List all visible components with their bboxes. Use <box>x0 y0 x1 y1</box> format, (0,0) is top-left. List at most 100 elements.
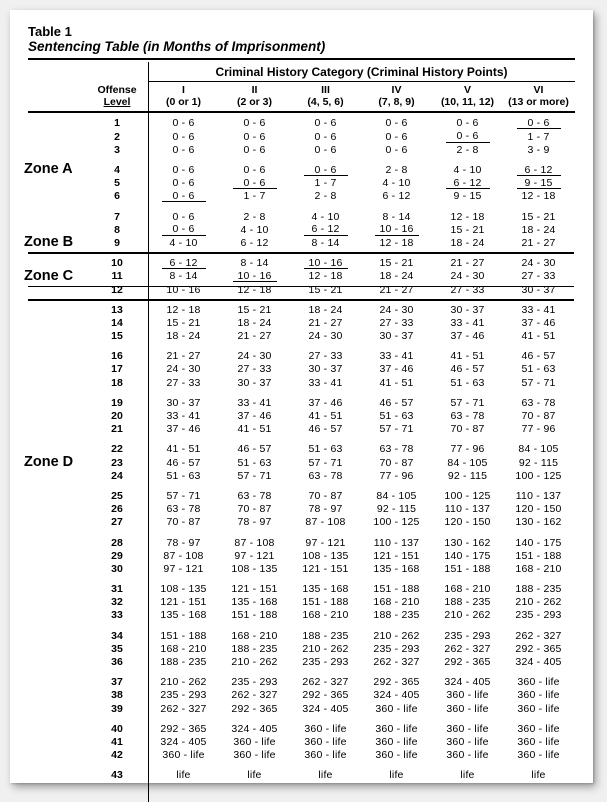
range-cell: 33 - 41 <box>503 305 574 316</box>
offense-level: 29 <box>86 551 148 562</box>
range-cell: 151 - 188 <box>361 584 432 595</box>
range-cell: 70 - 87 <box>148 517 219 528</box>
range-cell: 51 - 63 <box>219 458 290 469</box>
range-cell: 21 - 27 <box>503 238 574 249</box>
range-cell: 1 - 7 <box>503 132 574 143</box>
range-cell: 8 - 14 <box>361 212 432 223</box>
range-cell: 92 - 115 <box>432 471 503 482</box>
range-cell: 168 - 210 <box>219 631 290 642</box>
rows-container: 10 - 60 - 60 - 60 - 60 - 60 - 620 - 60 -… <box>28 113 575 782</box>
zone-label: Zone D <box>24 454 73 470</box>
range-cell: 87 - 108 <box>148 551 219 562</box>
range-cell: 210 - 262 <box>503 597 574 608</box>
range-cell: life <box>290 770 361 781</box>
table-row: 1827 - 3330 - 3733 - 4141 - 5151 - 6357 … <box>28 376 575 389</box>
range-cell: 360 - life <box>432 750 503 761</box>
range-cell: 1 - 7 <box>290 178 361 189</box>
range-cell: 41 - 51 <box>432 351 503 362</box>
range-cell: 8 - 14 <box>290 238 361 249</box>
range-cell: 0 - 6 <box>148 224 219 236</box>
range-cell: 63 - 78 <box>432 411 503 422</box>
range-cell: 262 - 327 <box>432 644 503 655</box>
range-cell: 235 - 293 <box>148 690 219 701</box>
range-cell: 262 - 327 <box>361 657 432 668</box>
range-cell: 360 - life <box>503 737 574 748</box>
table-row: 2137 - 4641 - 5146 - 5757 - 7170 - 8777 … <box>28 423 575 436</box>
range-cell: 292 - 365 <box>503 644 574 655</box>
range-cell: 97 - 121 <box>219 551 290 562</box>
range-cell: 360 - life <box>361 750 432 761</box>
table-row: 34151 - 188168 - 210188 - 235210 - 26223… <box>28 629 575 642</box>
range-cell: 30 - 37 <box>148 398 219 409</box>
offense-level: 28 <box>86 538 148 549</box>
range-cell: 108 - 135 <box>148 584 219 595</box>
range-cell: 135 - 168 <box>361 564 432 575</box>
col-cat-header: VI(13 or more) <box>503 82 574 111</box>
range-cell: 188 - 235 <box>290 631 361 642</box>
range-cell: 27 - 33 <box>290 351 361 362</box>
range-cell: 51 - 63 <box>148 471 219 482</box>
table-row: 2878 - 9787 - 10897 - 121110 - 137130 - … <box>28 536 575 549</box>
range-cell: 0 - 6 <box>219 145 290 156</box>
range-cell: life <box>148 770 219 781</box>
range-cell: 6 - 12 <box>148 258 219 270</box>
range-cell: 360 - life <box>361 737 432 748</box>
range-cell: 30 - 37 <box>361 331 432 342</box>
range-cell: 21 - 27 <box>219 331 290 342</box>
table-row: 1518 - 2421 - 2724 - 3030 - 3737 - 4641 … <box>28 330 575 343</box>
range-cell: 292 - 365 <box>219 704 290 715</box>
range-cell: 15 - 21 <box>503 212 574 223</box>
range-cell: 37 - 46 <box>361 364 432 375</box>
table-row: 1415 - 2118 - 2421 - 2727 - 3333 - 4137 … <box>28 317 575 330</box>
range-cell: 37 - 46 <box>219 411 290 422</box>
range-cell: 6 - 12 <box>290 224 361 236</box>
table-row: 2770 - 8778 - 9787 - 108100 - 125120 - 1… <box>28 516 575 529</box>
range-cell: 4 - 10 <box>361 178 432 189</box>
range-cell: 2 - 8 <box>361 165 432 176</box>
range-cell: 46 - 57 <box>361 398 432 409</box>
range-cell: 6 - 12 <box>361 191 432 202</box>
range-cell: 360 - life <box>503 690 574 701</box>
range-cell: 360 - life <box>290 750 361 761</box>
range-cell: 100 - 125 <box>503 471 574 482</box>
range-cell: 70 - 87 <box>361 458 432 469</box>
range-cell: 121 - 151 <box>290 564 361 575</box>
col-cat-header: IV(7, 8, 9) <box>361 82 432 111</box>
range-cell: 168 - 210 <box>503 564 574 575</box>
range-cell: 188 - 235 <box>432 597 503 608</box>
table-row: 32121 - 151135 - 168151 - 188168 - 21018… <box>28 596 575 609</box>
range-cell: 8 - 14 <box>219 258 290 269</box>
range-cell: 135 - 168 <box>219 597 290 608</box>
offense-level: 9 <box>86 238 148 249</box>
table-row: 50 - 60 - 61 - 74 - 106 - 129 - 15 <box>28 177 575 190</box>
range-cell: 360 - life <box>361 704 432 715</box>
range-cell: 0 - 6 <box>148 191 219 203</box>
table-row: 2663 - 7870 - 8778 - 9792 - 115110 - 137… <box>28 503 575 516</box>
range-cell: 0 - 6 <box>148 145 219 156</box>
range-cell: 12 - 18 <box>361 238 432 249</box>
range-cell: 292 - 365 <box>148 724 219 735</box>
range-cell: 51 - 63 <box>503 364 574 375</box>
table-row: 40292 - 365324 - 405360 - life360 - life… <box>28 722 575 735</box>
range-cell: 360 - life <box>361 724 432 735</box>
range-cell: 9 - 15 <box>503 178 574 190</box>
range-cell: 10 - 16 <box>361 224 432 236</box>
offense-level: 8 <box>86 225 148 236</box>
offense-level: 19 <box>86 398 148 409</box>
range-cell: 24 - 30 <box>503 258 574 269</box>
range-cell: 46 - 57 <box>503 351 574 362</box>
offense-level: 33 <box>86 610 148 621</box>
range-cell: 210 - 262 <box>148 677 219 688</box>
range-cell: 140 - 175 <box>432 551 503 562</box>
range-cell: 151 - 188 <box>432 564 503 575</box>
col-cat-header: V(10, 11, 12) <box>432 82 503 111</box>
range-cell: 108 - 135 <box>219 564 290 575</box>
range-cell: 188 - 235 <box>219 644 290 655</box>
range-cell: 15 - 21 <box>148 318 219 329</box>
zone-label: Zone B <box>24 234 73 250</box>
offense-level: 5 <box>86 178 148 189</box>
offense-level: 39 <box>86 704 148 715</box>
range-cell: 100 - 125 <box>361 517 432 528</box>
table-row: 60 - 61 - 72 - 86 - 129 - 1512 - 18 <box>28 190 575 203</box>
table-row: 2451 - 6357 - 7163 - 7877 - 9692 - 11510… <box>28 469 575 482</box>
